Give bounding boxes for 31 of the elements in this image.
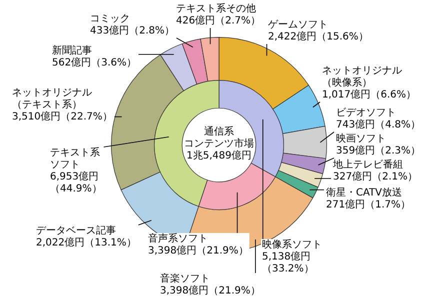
slice-label: ネットオリジナル（テキスト系） [12,88,92,111]
slice-label: コミック [90,14,130,25]
slice-label: ビデオソフト [336,108,396,119]
data-label: 426億円（2.7%） [176,14,260,27]
data-label: 271億円（1.7%） [326,198,410,211]
slice-label: 新聞記事 [52,44,92,57]
data-label: 359億円（2.3%） [336,144,420,157]
data-label: 327億円（2.1%） [333,170,418,183]
slice-label: ゲームソフト [268,20,328,31]
data-label: 3,398億円（21.9%） [148,244,248,257]
data-label: 1,017億円（6.6%） [322,88,416,101]
slice-label: 地上テレビ番組 [332,158,403,171]
slice-label: 音声系ソフト [148,232,208,245]
text: 通信系コンテンツ市場1兆5,489億円 [184,126,254,162]
slice-label: 映画ソフト [336,132,386,145]
data-label: 6,953億円（44.9%） [50,170,102,195]
data-label: 3,398億円（21.9%） [160,284,260,297]
slice-label: データベース記事 [36,224,116,237]
data-label: 2,422億円（15.6%） [268,30,368,43]
data-label: 3,510億円（22.7%） [12,110,112,123]
slice-label: 衛星・CATV放送 [326,186,402,199]
data-label: 5,138億円（33.2%） [262,250,314,275]
data-label: 433億円（2.8%） [90,24,174,37]
slice-label: 映像系ソフト [262,238,322,251]
slice-label: テキスト系ソフト [50,146,100,171]
data-label: 2,022億円（13.1%） [36,236,136,249]
data-label: 562億円（3.6%） [52,56,136,69]
slice-label: 音楽ソフト [160,272,210,285]
slice-label: テキスト系その他 [176,2,256,15]
data-label: 743億円（4.8%） [336,118,420,131]
slice-label: ネットオリジナル（映像系） [322,66,402,89]
